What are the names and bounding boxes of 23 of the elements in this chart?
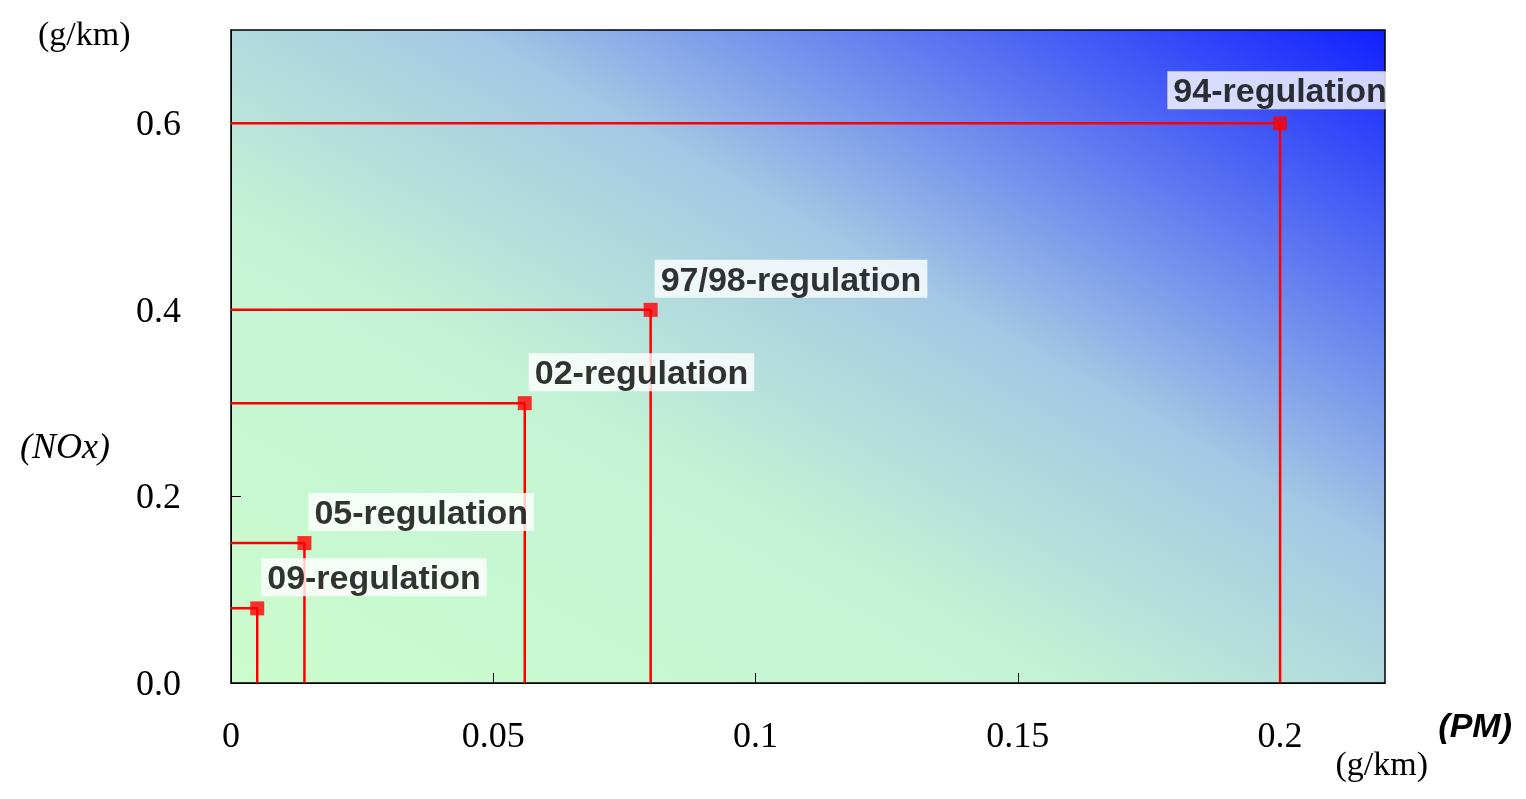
x-tick-label: 0.05: [461, 715, 525, 755]
y-tick-label: 0.2: [136, 476, 181, 517]
point: [643, 302, 658, 317]
series-label: 02-regulation: [534, 353, 749, 392]
series-label: 09-regulation: [267, 558, 481, 597]
point: [297, 536, 312, 551]
y-tick-label: 0.0: [136, 663, 181, 703]
x-axis-title: (PM): [1438, 706, 1513, 744]
y-tick-label: 0.4: [136, 289, 181, 330]
series-label: 94-regulation: [1173, 71, 1387, 110]
x-tick-label: 0.15: [986, 715, 1050, 755]
text: (g/km): [1335, 744, 1429, 783]
point: [1273, 116, 1288, 131]
point: [517, 396, 532, 411]
x-tick-label: 0.2: [1257, 715, 1303, 755]
y-tick-label: 0.6: [136, 103, 181, 144]
x-tick-label: 0.1: [733, 715, 779, 755]
series-label: 05-regulation: [314, 493, 528, 532]
text: (g/km): [38, 14, 131, 53]
x-tick-label: 0: [222, 715, 240, 755]
point: [250, 601, 265, 616]
series-label: 97/98-regulation: [660, 259, 922, 298]
y-axis-title: (NOx): [20, 426, 110, 466]
